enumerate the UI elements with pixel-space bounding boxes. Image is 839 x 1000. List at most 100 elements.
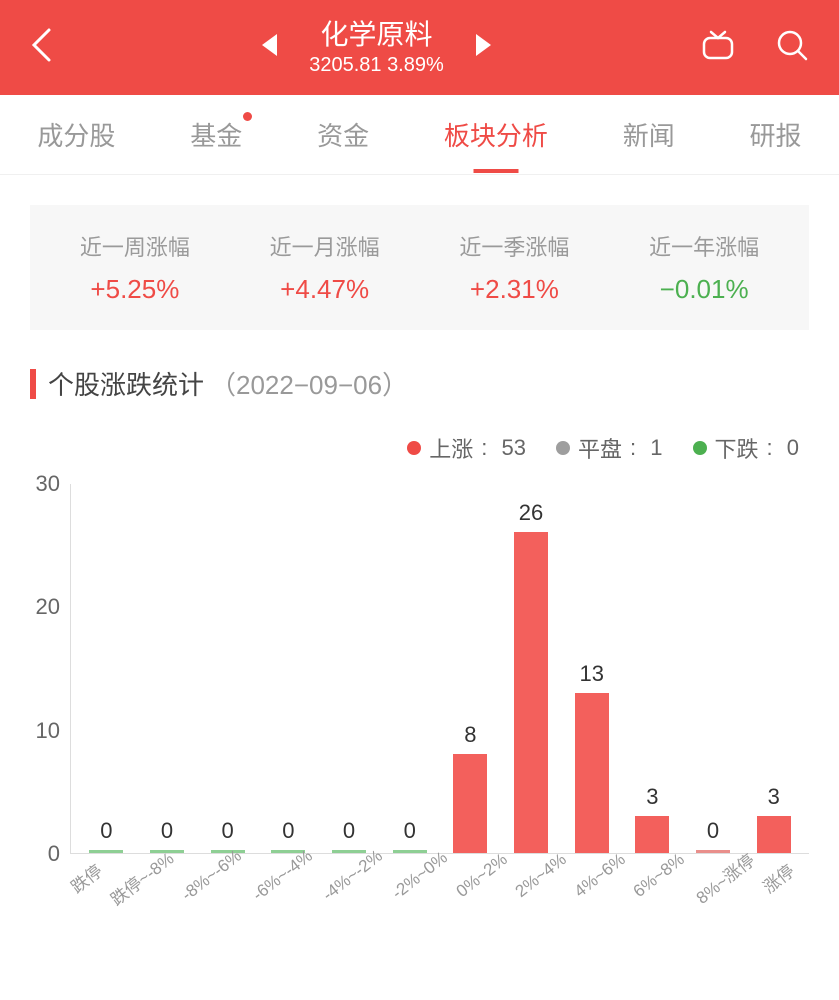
x-axis-label: 涨停 <box>755 856 800 899</box>
x-axis-label: 2%~4% <box>512 850 574 906</box>
bar <box>575 693 609 853</box>
bar-slot: 0 <box>197 484 258 853</box>
legend-flat: 平盘: 1 <box>556 432 663 464</box>
x-axis-label: 8%~涨停 <box>690 847 759 909</box>
bar <box>393 850 427 853</box>
tab-label: 板块分析 <box>444 121 548 151</box>
bar-value-label: 0 <box>343 818 355 844</box>
tab-1[interactable]: 基金 <box>190 106 242 163</box>
section-title-date: （2022−09−06） <box>210 365 408 402</box>
bar-value-label: 0 <box>100 818 112 844</box>
stat-label: 近一季涨幅 <box>420 230 610 262</box>
bar-value-label: 0 <box>161 818 173 844</box>
bar <box>757 816 791 853</box>
stat-value: −0.01% <box>609 274 799 305</box>
bar-value-label: 0 <box>282 818 294 844</box>
stat-label: 近一月涨幅 <box>230 230 420 262</box>
stat-value: +2.31% <box>420 274 610 305</box>
bar <box>332 850 366 853</box>
app-header: 化学原料 3205.81 3.89% <box>0 0 839 95</box>
back-icon[interactable] <box>30 27 52 68</box>
y-axis: 0102030 <box>20 484 70 854</box>
tab-5[interactable]: 研报 <box>750 106 802 163</box>
x-axis-labels: 跌停跌停~-8%-8%~-6%-6%~-4%-4%~-2%-2%~0%0%~2%… <box>70 859 809 884</box>
bar-value-label: 0 <box>222 818 234 844</box>
x-axis-label: 跌停~-8% <box>104 845 178 910</box>
bar <box>89 850 123 853</box>
tab-3[interactable]: 板块分析 <box>444 106 548 163</box>
bar-slot: 0 <box>319 484 380 853</box>
bars-container: 00000082613303 <box>71 484 809 853</box>
legend-flat-label: 平盘 <box>578 432 622 464</box>
header-right <box>701 28 809 67</box>
tab-label: 资金 <box>317 121 369 151</box>
bar-slot: 0 <box>137 484 198 853</box>
header-price: 3205.81 <box>309 54 381 76</box>
x-axis-label: 0%~2% <box>453 850 515 906</box>
header-title-block: 化学原料 3205.81 3.89% <box>309 18 444 77</box>
tv-icon[interactable] <box>701 29 735 66</box>
section-accent-bar <box>30 369 36 399</box>
legend-up-count: 53 <box>502 435 526 461</box>
bar-value-label: 8 <box>464 722 476 748</box>
header-left <box>30 27 52 68</box>
stat-value: +5.25% <box>40 274 230 305</box>
bar-value-label: 3 <box>768 784 780 810</box>
tab-0[interactable]: 成分股 <box>37 106 115 163</box>
notification-dot <box>243 112 252 121</box>
stat-item-3: 近一年涨幅 −0.01% <box>609 230 799 305</box>
legend-up: 上涨: 53 <box>407 432 526 464</box>
x-axis-label: 4%~6% <box>571 850 633 906</box>
x-axis-label: 跌停 <box>63 856 108 899</box>
header-title: 化学原料 <box>320 18 432 52</box>
tab-label: 新闻 <box>623 121 675 151</box>
y-tick: 20 <box>36 594 60 620</box>
next-icon[interactable] <box>474 32 494 63</box>
legend-down-count: 0 <box>787 435 799 461</box>
header-change: 3.89% <box>387 54 444 76</box>
stat-label: 近一年涨幅 <box>609 230 799 262</box>
bar-slot: 0 <box>683 484 744 853</box>
legend-flat-count: 1 <box>650 435 662 461</box>
x-axis-label: 6%~8% <box>630 850 692 906</box>
bar <box>514 532 548 853</box>
bar-value-label: 13 <box>579 661 603 687</box>
header-subtitle: 3205.81 3.89% <box>309 54 444 77</box>
bar-slot: 0 <box>258 484 319 853</box>
bar-slot: 26 <box>501 484 562 853</box>
bar-slot: 0 <box>379 484 440 853</box>
search-icon[interactable] <box>775 28 809 67</box>
tab-label: 研报 <box>750 121 802 151</box>
bar-value-label: 26 <box>519 500 543 526</box>
tab-label: 成分股 <box>37 121 115 151</box>
tab-4[interactable]: 新闻 <box>623 106 675 163</box>
x-axis-label: -6%~-4% <box>249 846 320 909</box>
bar <box>696 850 730 853</box>
bar <box>453 754 487 853</box>
stat-item-2: 近一季涨幅 +2.31% <box>420 230 610 305</box>
legend-up-label: 上涨 <box>429 432 473 464</box>
x-axis-label: -8%~-6% <box>178 846 249 909</box>
section-title-main: 个股涨跌统计 <box>48 365 204 402</box>
bar-value-label: 0 <box>404 818 416 844</box>
bar-value-label: 3 <box>646 784 658 810</box>
legend-down: 下跌: 0 <box>693 432 800 464</box>
y-tick: 10 <box>36 718 60 744</box>
y-tick: 0 <box>48 841 60 867</box>
stat-item-1: 近一月涨幅 +4.47% <box>230 230 420 305</box>
tabs-bar: 成分股 基金 资金 板块分析 新闻 研报 <box>0 95 839 175</box>
x-axis-label: -4%~-2% <box>319 846 390 909</box>
bar-slot: 0 <box>76 484 137 853</box>
chart-legend: 上涨: 53 平盘: 1 下跌: 0 <box>0 432 839 474</box>
stat-value: +4.47% <box>230 274 420 305</box>
header-center: 化学原料 3205.81 3.89% <box>259 18 494 77</box>
tab-label: 基金 <box>190 121 242 151</box>
bar-slot: 13 <box>561 484 622 853</box>
stat-label: 近一周涨幅 <box>40 230 230 262</box>
section-title: 个股涨跌统计 （2022−09−06） <box>30 365 809 402</box>
legend-down-label: 下跌 <box>715 432 759 464</box>
prev-icon[interactable] <box>259 32 279 63</box>
tab-2[interactable]: 资金 <box>317 106 369 163</box>
bar-slot: 3 <box>622 484 683 853</box>
period-stats-panel: 近一周涨幅 +5.25%近一月涨幅 +4.47%近一季涨幅 +2.31% 近一年涨幅 −0… <box>30 205 809 330</box>
